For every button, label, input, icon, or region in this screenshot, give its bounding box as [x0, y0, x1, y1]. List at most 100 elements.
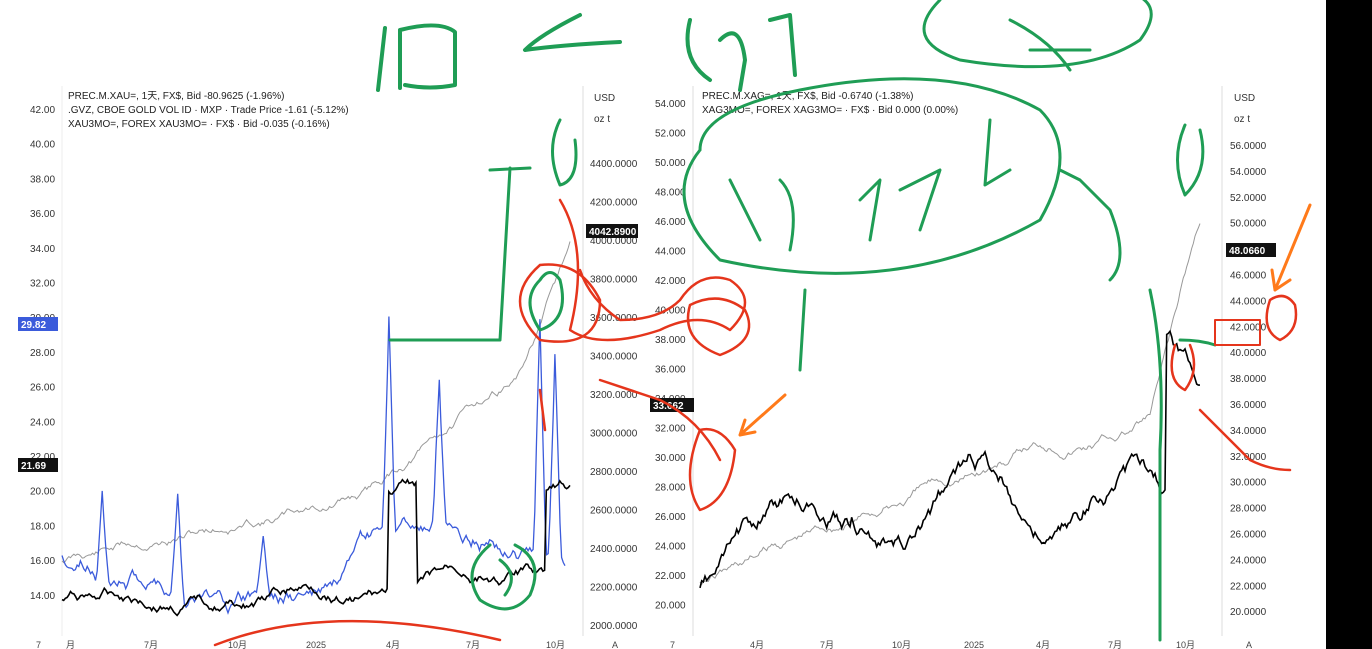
ink-stroke [798, 288, 807, 372]
gold-unit-oz: oz t [594, 114, 610, 125]
ink-stroke [1214, 319, 1261, 346]
silver-x-tick: A [1246, 640, 1252, 649]
silver-x-tick: 10月 [892, 640, 911, 649]
legend-xag3mo[interactable]: XAG3MO=, FOREX XAG3MO= · FX$ · Bid 0.000… [702, 105, 959, 116]
gold-x-tick: 4月 [386, 640, 400, 649]
gold-x-tick: 7月 [144, 640, 158, 649]
ink-stroke [1170, 343, 1196, 392]
ink-stroke [538, 388, 547, 432]
silver-left-tick: 30.000 [655, 453, 686, 464]
silver-left-tick: 54.000 [655, 99, 686, 110]
gold-left-tick: 32.00 [30, 279, 55, 290]
ink-stroke [213, 619, 502, 647]
gold-left-tick: 28.00 [30, 348, 55, 359]
silver-right-tick: 42.0000 [1230, 322, 1267, 333]
ink-stroke [1176, 123, 1205, 197]
silver-left-tick: 26.000 [655, 512, 686, 523]
gold-legend: PREC.M.XAU=, 1天, FX$, Bid -80.9625 (-1.9… [68, 90, 349, 132]
ink-stroke [528, 271, 564, 332]
silver-right-tick: 22.0000 [1230, 581, 1267, 592]
gold-right-tick: 2000.0000 [590, 621, 638, 632]
xag-right-flag-bg [1226, 243, 1276, 257]
gold-right-tick: 3000.0000 [590, 429, 638, 440]
silver-left-tick: 24.000 [655, 542, 686, 553]
ink-stroke [685, 13, 797, 92]
gold-x-tick: 10月 [546, 640, 565, 649]
ink-stroke [1178, 338, 1217, 347]
ink-stroke [983, 118, 1012, 187]
silver-right-tick: 36.0000 [1230, 400, 1267, 411]
silver-x-tick: 7 [670, 640, 675, 649]
silver-legend: PREC.M.XAG=, 1天, FX$, Bid -0.6740 (-1.38… [702, 90, 958, 118]
gold-left-tick: 36.00 [30, 209, 55, 220]
gold-left-tick: 38.00 [30, 174, 55, 185]
silver-left-tick: 50.000 [655, 158, 686, 169]
xag3mo-line [699, 329, 1200, 589]
gold-left-tick: 26.00 [30, 383, 55, 394]
ink-stroke [558, 198, 747, 342]
silver-left-tick: 42.000 [655, 276, 686, 287]
silver-left-tick: 36.000 [655, 365, 686, 376]
xau-price-flag-bg [586, 224, 638, 238]
silver-left-tick: 32.000 [655, 424, 686, 435]
silver-right-tick: 54.0000 [1230, 167, 1267, 178]
ink-stroke [523, 13, 622, 52]
gvz-line [61, 316, 566, 615]
ink-stroke [388, 166, 532, 342]
xag-line [699, 223, 1201, 586]
silver-right-tick: 28.0000 [1230, 504, 1267, 515]
silver-right-tick: 34.0000 [1230, 426, 1267, 437]
ink-stroke [598, 378, 722, 462]
ink-stroke [738, 393, 787, 437]
gold-left-tick: 42.00 [30, 105, 55, 116]
gold-right-tick: 2200.0000 [590, 583, 638, 594]
legend-xau3mo[interactable]: XAU3MO=, FOREX XAU3MO= · FX$ · Bid -0.03… [68, 119, 330, 130]
xau-line [61, 241, 571, 564]
gold-right-tick: 4400.0000 [590, 159, 638, 170]
xag-right-flag: 48.0660 [1229, 246, 1266, 257]
xau-price-flag: 4042.8900 [589, 227, 637, 238]
xau3mo-flag: 21.69 [21, 461, 46, 472]
silver-left-tick: 40.000 [655, 306, 686, 317]
legend-xag[interactable]: PREC.M.XAG=, 1天, FX$, Bid -0.6740 (-1.38… [702, 91, 914, 102]
gold-x-tick: 月 [66, 640, 75, 649]
legend-gvz[interactable]: .GVZ, CBOE GOLD VOL ID · MXP · Trade Pri… [68, 105, 349, 116]
ink-stroke [470, 543, 537, 611]
gold-left-tick: 22.00 [30, 452, 55, 463]
gold-right-tick: 3200.0000 [590, 390, 638, 401]
gold-x-tick: A [612, 640, 618, 649]
gold-right-tick: 2400.0000 [590, 544, 638, 555]
gold-chart-panel[interactable]: PREC.M.XAU=, 1天, FX$, Bid -80.9625 (-1.9… [14, 82, 634, 649]
ink-stroke [518, 263, 602, 343]
ink-stroke [728, 168, 942, 252]
silver-left-tick: 20.000 [655, 601, 686, 612]
silver-right-tick: 40.0000 [1230, 348, 1267, 359]
silver-right-tick: 30.0000 [1230, 478, 1267, 489]
ink-stroke [686, 297, 751, 357]
ink-stroke [1058, 168, 1122, 282]
silver-right-tick: 52.0000 [1230, 193, 1267, 204]
gvz-flag: 29.82 [21, 320, 46, 331]
gold-right-tick: 3400.0000 [590, 352, 638, 363]
silver-left-tick: 38.000 [655, 335, 686, 346]
ink-stroke [1148, 288, 1163, 642]
silver-right-tick: 38.0000 [1230, 374, 1267, 385]
gold-x-tick: 7 [36, 640, 41, 649]
xau3mo-flag-bg [18, 458, 58, 472]
ink-stroke [376, 26, 387, 92]
ink-stroke [398, 23, 457, 90]
silver-x-tick: 2025 [964, 640, 984, 649]
silver-unit-oz: oz t [1234, 114, 1250, 125]
silver-left-tick: 48.000 [655, 188, 686, 199]
legend-xau[interactable]: PREC.M.XAU=, 1天, FX$, Bid -80.9625 (-1.9… [68, 91, 285, 102]
gvz-flag-bg [18, 317, 58, 331]
silver-right-tick: 50.0000 [1230, 219, 1267, 230]
ink-stroke [682, 77, 1062, 275]
silver-left-tick: 22.000 [655, 571, 686, 582]
gold-right-tick: 3800.0000 [590, 275, 638, 286]
gold-left-tick: 18.00 [30, 521, 55, 532]
silver-left-tick: 46.000 [655, 217, 686, 228]
xag-left-flag: 33.662 [653, 401, 684, 412]
